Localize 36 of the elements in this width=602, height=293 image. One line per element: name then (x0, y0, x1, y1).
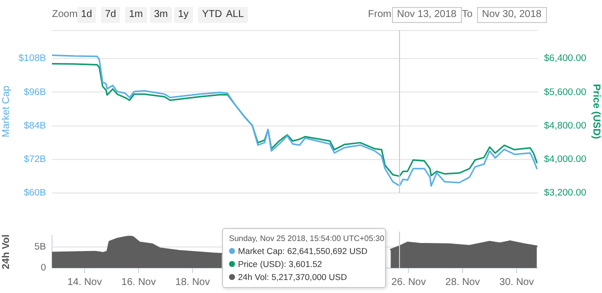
annotation: Price (USD): 3,601.52 (237, 258, 324, 271)
range-button: 7d (101, 7, 120, 23)
x-tick-label: 28. Nov (445, 276, 480, 288)
x-tick-label: 18. Nov (175, 276, 210, 288)
annotation: Market Cap: 62,641,550,692 USD (237, 245, 368, 258)
text: To (462, 8, 473, 22)
y2-tick-label: $4,800.00 (544, 120, 586, 132)
y-tick-label: $108B (18, 53, 46, 64)
y-tick-label: $96B (24, 86, 46, 98)
y-tick-label: $84B (24, 120, 46, 132)
range-button: 1d (77, 7, 96, 23)
x-tick-label: 26. Nov (391, 276, 426, 288)
date-field: Nov 13, 2018 (392, 7, 462, 23)
annotation: Sunday, Nov 25 2018, 15:54:00 UTC+05:30 (229, 233, 384, 245)
y-tick-label: 0 (40, 262, 46, 274)
y2-tick-label: $6,400.00 (544, 53, 586, 64)
date-field: Nov 30, 2018 (477, 7, 546, 23)
range-button: 3m (150, 7, 172, 23)
y-tick-label: $60B (24, 188, 46, 199)
text: From (368, 8, 392, 22)
x-tick-label: 16. Nov (121, 276, 156, 288)
text: 24h Vol: 5,217,370,000 USD (237, 271, 348, 284)
y2-tick-label: $4,000.00 (544, 154, 586, 166)
range-button: 1y (174, 7, 193, 23)
text: Zoom (52, 8, 78, 22)
y2-axis-title: Price (USD) (590, 84, 602, 140)
y-axis-title: 24h Vol (0, 234, 12, 270)
range-button: ALL (222, 7, 248, 23)
y-tick-label: $72B (24, 154, 46, 166)
x-tick-label: 30. Nov (499, 276, 534, 288)
y-axis-title: Market Cap (0, 85, 12, 138)
y2-tick-label: $3,200.00 (544, 188, 586, 199)
x-tick-label: 14. Nov (67, 276, 102, 288)
range-button: 1m (125, 7, 147, 23)
y2-tick-label: $5,600.00 (544, 86, 586, 98)
y-tick-label: 5B (34, 242, 46, 253)
